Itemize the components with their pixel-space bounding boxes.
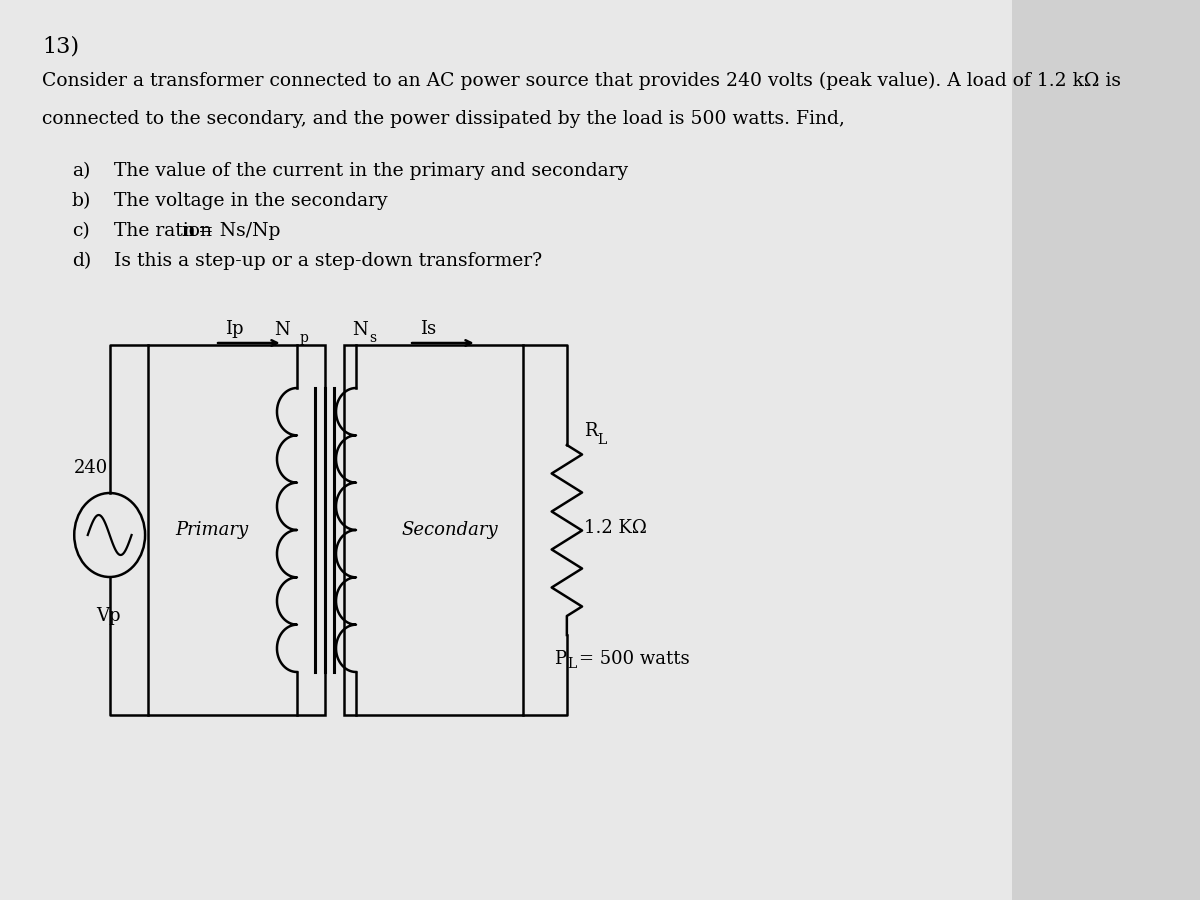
Text: n: n <box>181 222 196 240</box>
Text: = 500 watts: = 500 watts <box>578 650 689 668</box>
Text: Primary: Primary <box>175 521 248 539</box>
Text: L: L <box>598 433 606 447</box>
Bar <box>148 345 325 715</box>
Bar <box>344 345 523 715</box>
Text: L: L <box>566 657 576 671</box>
Text: Ip: Ip <box>226 320 244 338</box>
Text: a): a) <box>72 162 90 180</box>
Text: connected to the secondary, and the power dissipated by the load is 500 watts. F: connected to the secondary, and the powe… <box>42 110 845 128</box>
Text: P: P <box>554 650 566 668</box>
Text: 240: 240 <box>74 459 108 477</box>
Text: N: N <box>275 321 290 339</box>
Text: b): b) <box>72 192 91 210</box>
Text: = Ns/Np: = Ns/Np <box>192 222 281 240</box>
Text: Consider a transformer connected to an AC power source that provides 240 volts (: Consider a transformer connected to an A… <box>42 72 1121 90</box>
Text: Secondary: Secondary <box>401 521 498 539</box>
Text: N: N <box>353 321 368 339</box>
Text: Is: Is <box>420 320 437 338</box>
Text: 13): 13) <box>42 35 79 57</box>
Text: d): d) <box>72 252 91 270</box>
Text: The value of the current in the primary and secondary: The value of the current in the primary … <box>114 162 628 180</box>
Text: s: s <box>370 331 377 345</box>
Text: c): c) <box>72 222 90 240</box>
Text: R: R <box>583 422 598 440</box>
Text: Vp: Vp <box>96 607 121 625</box>
Text: The ration: The ration <box>114 222 218 240</box>
Text: The voltage in the secondary: The voltage in the secondary <box>114 192 388 210</box>
Text: 1.2 KΩ: 1.2 KΩ <box>583 519 647 537</box>
Text: p: p <box>300 331 308 345</box>
Text: Is this a step-up or a step-down transformer?: Is this a step-up or a step-down transfo… <box>114 252 542 270</box>
